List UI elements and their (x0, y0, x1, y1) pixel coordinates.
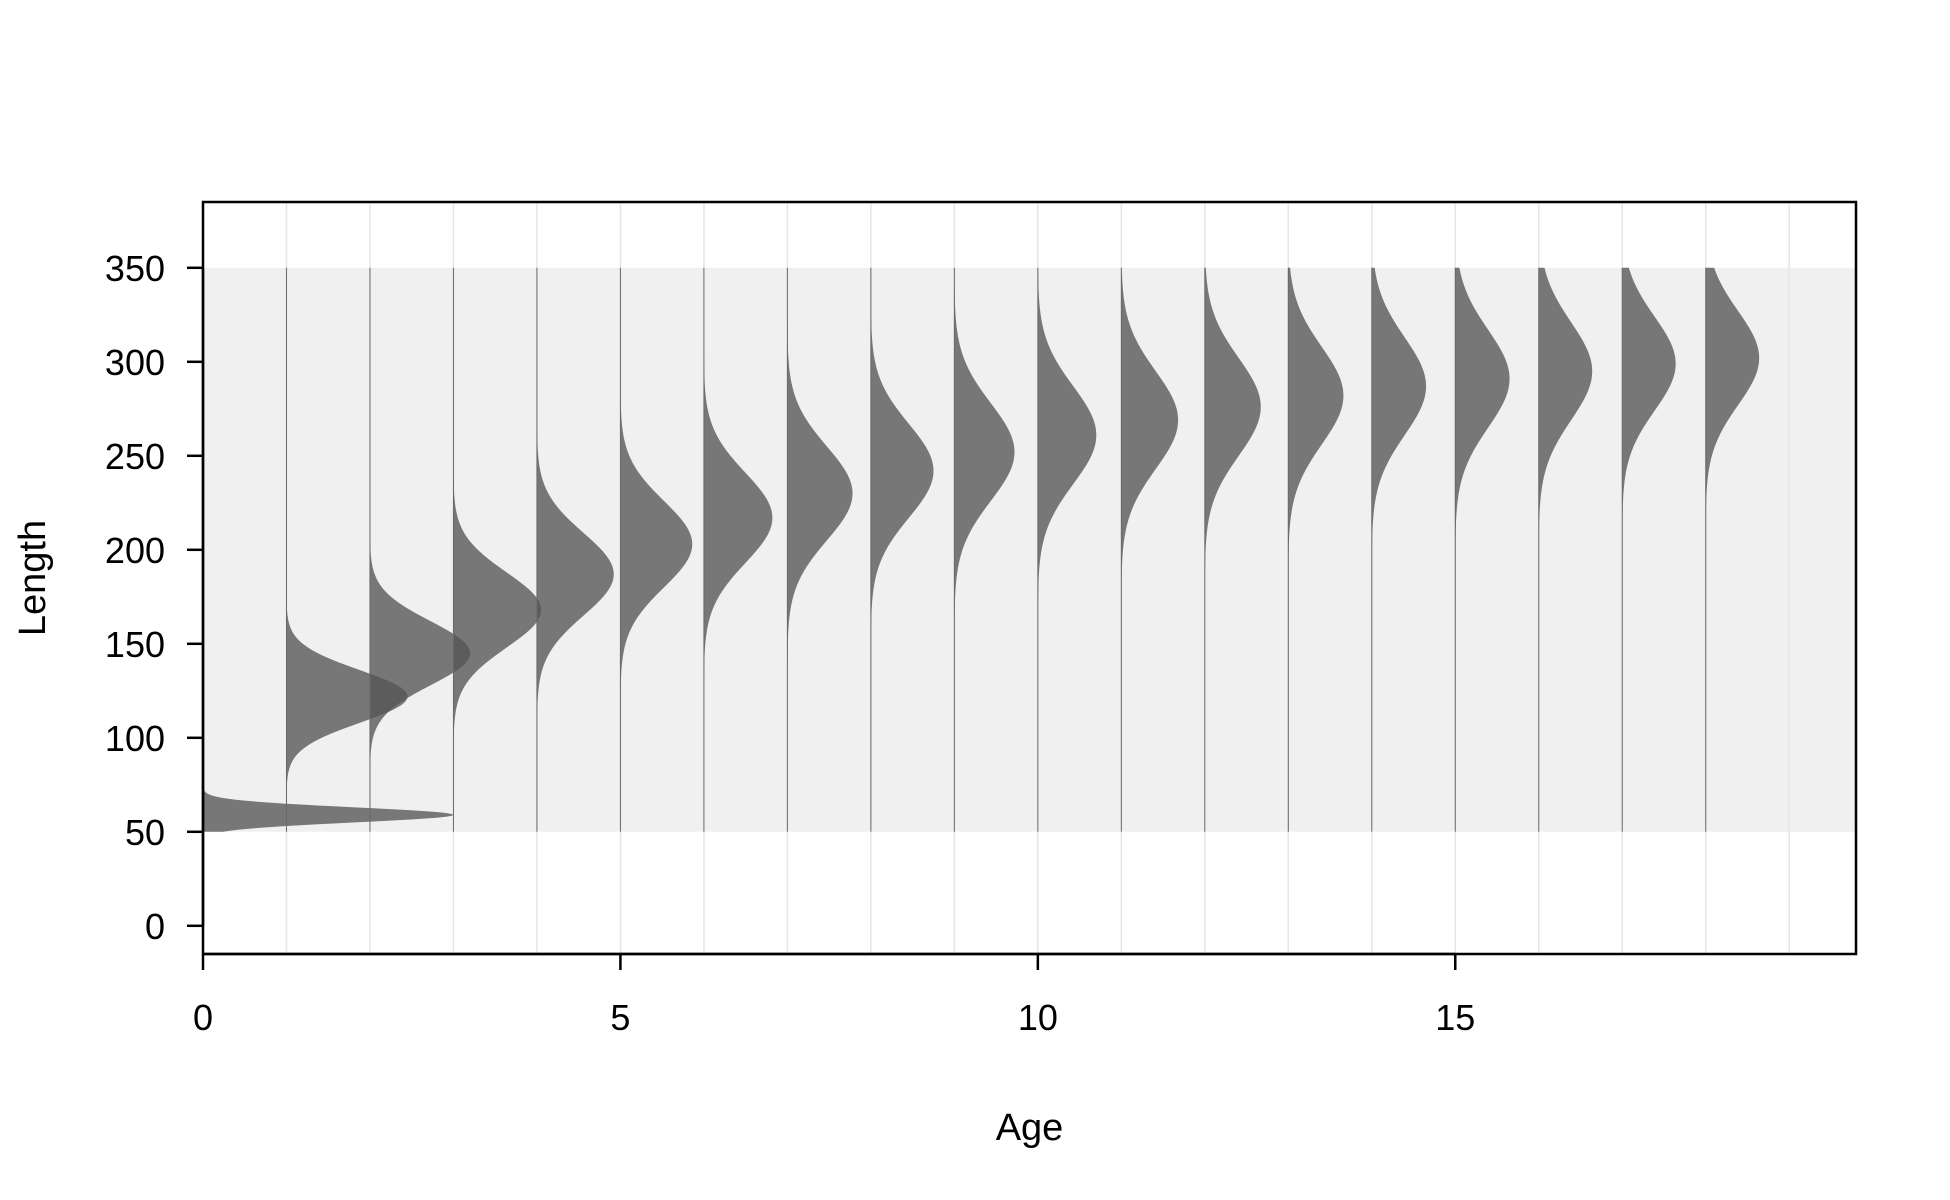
distribution-age-15 (1455, 267, 1510, 832)
y-tick-label-100: 100 (105, 718, 165, 759)
distribution-age-18 (1705, 267, 1760, 832)
y-tick-label-150: 150 (105, 624, 165, 665)
distribution-age-3 (453, 267, 542, 832)
y-axis-title: Length (12, 520, 54, 636)
distribution-age-7 (787, 267, 853, 832)
background-band-layer (203, 267, 1856, 832)
y-tick-label-350: 350 (105, 248, 165, 289)
x-tick-label-15: 15 (1435, 997, 1475, 1038)
distribution-age-11 (1121, 267, 1179, 832)
y-tick-label-250: 250 (105, 436, 165, 477)
length-range-band (203, 267, 1856, 832)
distribution-age-9 (954, 267, 1015, 832)
x-tick-label-10: 10 (1018, 997, 1058, 1038)
x-axis-title: Age (996, 1107, 1064, 1149)
distribution-age-13 (1288, 267, 1344, 832)
distribution-age-5 (620, 267, 693, 832)
distribution-age-14 (1371, 267, 1427, 832)
x-tick-label-0: 0 (193, 997, 213, 1038)
distribution-age-6 (703, 267, 773, 832)
distribution-age-8 (870, 267, 934, 832)
y-tick-label-300: 300 (105, 342, 165, 383)
distribution-age-2 (369, 267, 471, 832)
y-axis: 0 50 100 150 200 250 300 350 (105, 248, 205, 947)
y-tick-label-0: 0 (145, 906, 165, 947)
x-tick-label-5: 5 (610, 997, 630, 1038)
distribution-layer (202, 267, 1760, 832)
y-tick-label-50: 50 (125, 812, 165, 853)
distribution-age-17 (1622, 267, 1676, 832)
distribution-age-16 (1538, 267, 1593, 832)
x-axis: 0 5 10 15 (193, 952, 1475, 1038)
distribution-age-10 (1037, 267, 1097, 832)
y-tick-label-200: 200 (105, 530, 165, 571)
distribution-age-12 (1204, 267, 1261, 832)
distribution-age-4 (536, 267, 614, 832)
